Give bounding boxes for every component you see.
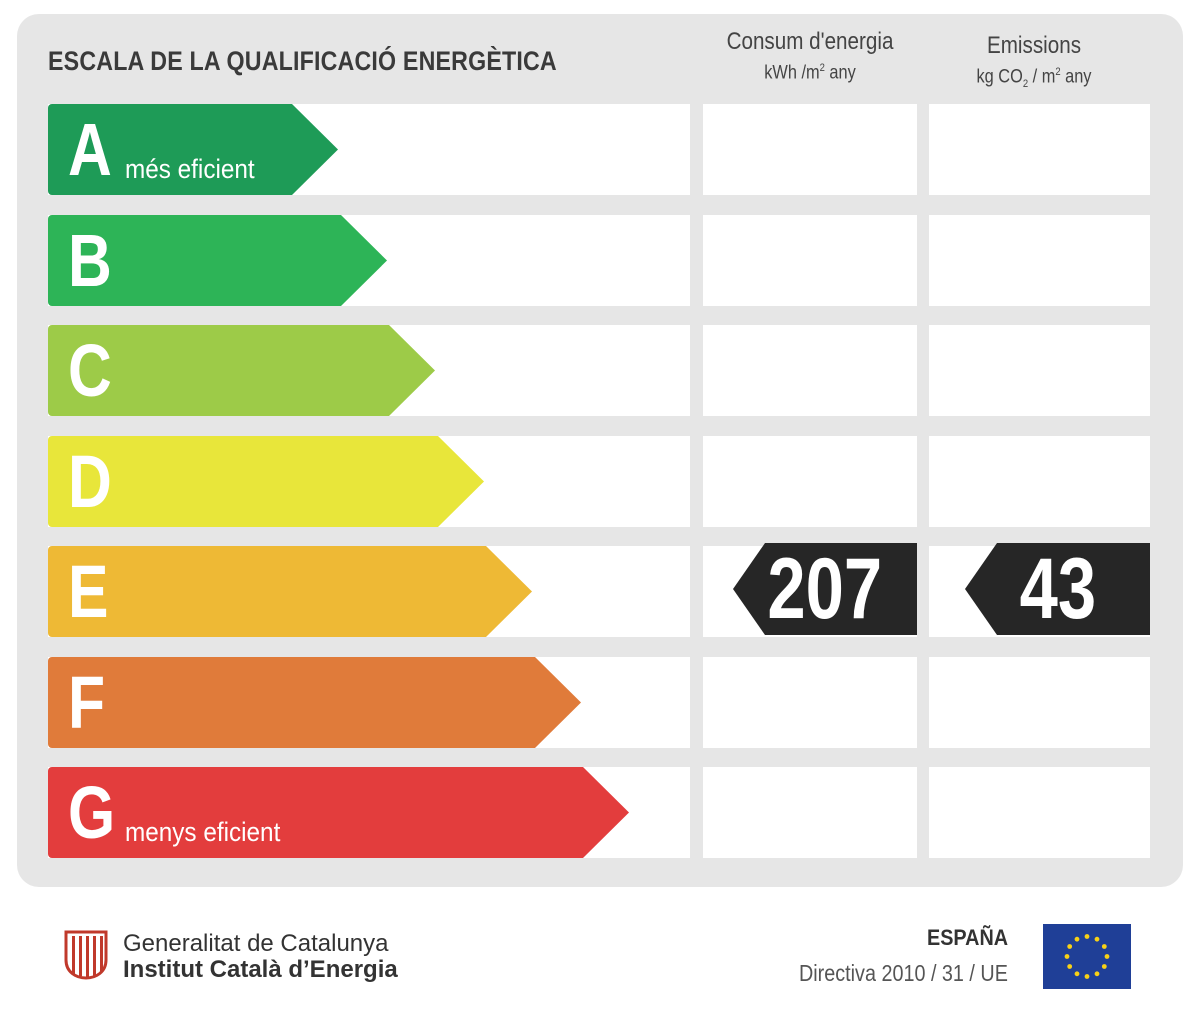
energy-cell-g <box>703 767 917 858</box>
eu-star-icon <box>1104 954 1110 959</box>
eu-star-icon <box>1084 934 1090 939</box>
eu-star-icon <box>1067 964 1073 969</box>
emissions-cell-d <box>929 436 1150 527</box>
eu-flag-icon <box>1043 924 1131 989</box>
rating-arrow-e: E <box>48 546 532 637</box>
institute-name: Institut Català d’Energia <box>123 956 398 983</box>
energy-value-badge: 207 <box>733 543 917 635</box>
eu-star-icon <box>1064 954 1070 959</box>
directive-label: Directiva 2010 / 31 / UE <box>799 960 1008 986</box>
scale-title: ESCALA DE LA QUALIFICACIÓ ENERGÈTICA <box>48 46 557 76</box>
rating-letter: F <box>68 661 106 744</box>
emissions-column-label: Emissions <box>986 32 1082 59</box>
emissions-column-unit: kg CO2 / m2 any <box>976 66 1092 91</box>
energy-value: 207 <box>767 541 883 637</box>
emissions-cell-c <box>929 325 1150 416</box>
eu-star-icon <box>1101 944 1107 949</box>
rating-letter: B <box>68 219 112 302</box>
eu-star-icon <box>1074 971 1080 977</box>
energy-cell-f <box>703 657 917 748</box>
energy-column-unit: kWh /m2 any <box>764 62 856 84</box>
rating-letter: A <box>68 108 112 191</box>
emissions-column-header: Emissions kg CO2 / m2 any <box>929 32 1139 90</box>
rating-arrow-d: D <box>48 436 484 527</box>
energy-column-header: Consum d'energia kWh /m2 any <box>703 28 917 84</box>
rating-description: més eficient <box>125 154 255 184</box>
rating-arrow-f: F <box>48 657 581 748</box>
emissions-cell-f <box>929 657 1150 748</box>
eu-star-icon <box>1074 936 1080 942</box>
eu-star-icon <box>1101 964 1107 969</box>
energy-cell-b <box>703 215 917 306</box>
eu-star-icon <box>1094 936 1100 942</box>
emissions-cell-b <box>929 215 1150 306</box>
energy-cell-c <box>703 325 917 416</box>
org-name: Generalitat de Catalunya <box>123 930 389 957</box>
rating-letter: C <box>68 329 112 412</box>
eu-star-icon <box>1084 974 1090 979</box>
rating-description: menys eficient <box>125 817 281 847</box>
emissions-cell-g <box>929 767 1150 858</box>
emissions-cell-a <box>929 104 1150 195</box>
rating-letter: G <box>68 771 116 854</box>
rating-arrow-c: C <box>48 325 435 416</box>
emissions-value-badge: 43 <box>965 543 1150 635</box>
energy-column-label: Consum d'energia <box>726 28 894 55</box>
rating-letter: E <box>68 550 109 633</box>
eu-star-icon <box>1067 944 1073 949</box>
country-label: ESPAÑA <box>926 925 1008 950</box>
eu-star-icon <box>1094 971 1100 977</box>
emissions-value: 43 <box>1019 541 1096 637</box>
energy-cell-d <box>703 436 917 527</box>
energy-cell-a <box>703 104 917 195</box>
catalonia-emblem-icon <box>64 930 108 980</box>
rating-letter: D <box>68 440 112 523</box>
rating-arrow-b: B <box>48 215 387 306</box>
